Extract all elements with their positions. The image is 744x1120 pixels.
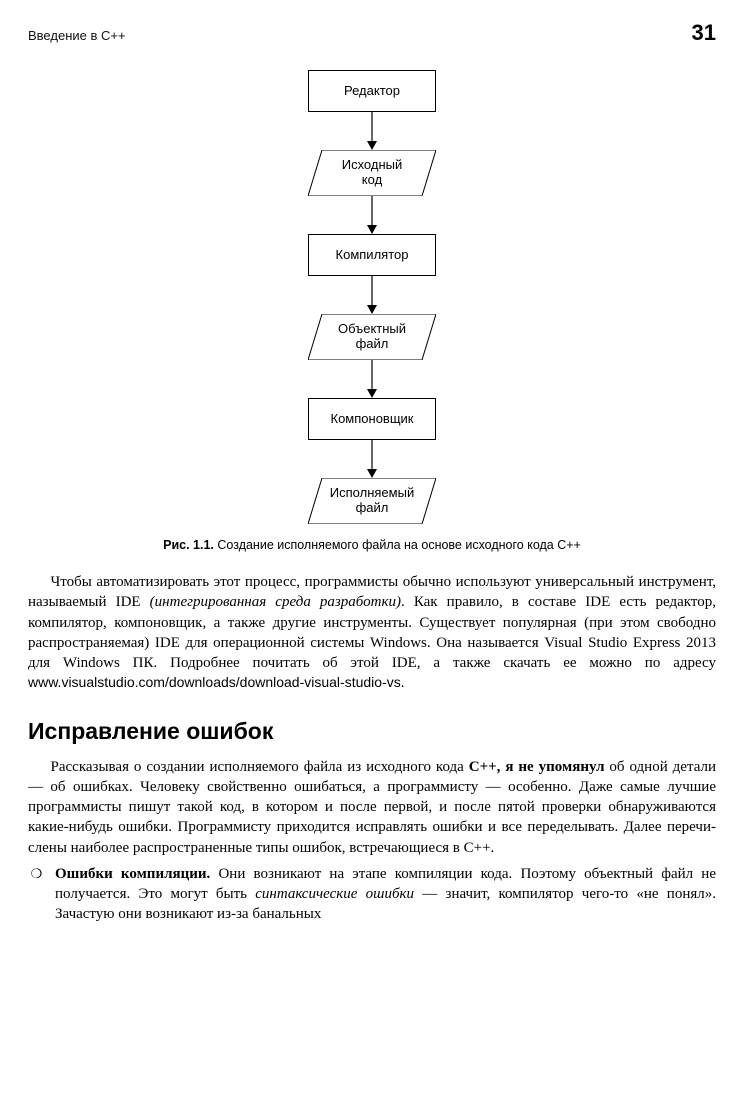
text: Рассказывая о создании исполняемого файл…	[51, 759, 469, 775]
flowchart-node-label: Объектныйфайл	[308, 314, 436, 360]
flowchart-parallelogram-node: Исполняемыйфайл	[308, 478, 436, 524]
figure-caption: Рис. 1.1. Создание исполняемого файла на…	[28, 538, 716, 552]
section-heading: Исправление ошибок	[28, 718, 716, 745]
flowchart-arrow-icon	[365, 112, 379, 150]
text-italic: (интегрированная среда разработки)	[150, 594, 401, 610]
page-header: Введение в C++ 31	[28, 20, 716, 46]
caption-prefix: Рис. 1.1.	[163, 538, 214, 552]
text-bold: C++, я не упомя­нул	[469, 759, 605, 775]
flowchart-arrow-icon	[365, 440, 379, 478]
page-number: 31	[692, 20, 716, 46]
flowchart-arrow-icon	[365, 276, 379, 314]
text-italic: синтаксические ошибки	[255, 886, 414, 902]
flowchart-node-label: Исполняемыйфайл	[308, 478, 436, 524]
flowchart-parallelogram-node: Исходныйкод	[308, 150, 436, 196]
flowchart-arrow-icon	[365, 360, 379, 398]
caption-text: Создание исполняемого файла на основе ис…	[214, 538, 581, 552]
running-head: Введение в C++	[28, 28, 126, 43]
flowchart-parallelogram-node: Объектныйфайл	[308, 314, 436, 360]
paragraph-ide: Чтобы автоматизировать этот процесс, про…	[28, 572, 716, 694]
flowchart-arrow-icon	[365, 196, 379, 234]
bullet-marker-icon: ❍	[31, 865, 43, 883]
page-container: Введение в C++ 31 Редактор Исходныйкод Ком…	[0, 0, 744, 925]
flowchart: Редактор Исходныйкод Компилятор Объектныйфа…	[28, 70, 716, 524]
bullet-title: Ошибки компиляции.	[55, 866, 210, 882]
flowchart-rect-node: Компоновщик	[308, 398, 436, 440]
paragraph-errors: Рассказывая о создании исполняемого файл…	[28, 757, 716, 858]
url-text: www.visualstudio.com/downloads/download-…	[28, 674, 401, 690]
flowchart-rect-node: Компилятор	[308, 234, 436, 276]
text: .	[401, 675, 405, 691]
bullet-compile-errors: ❍ Ошибки компиляции. Они возникают на эт…	[28, 864, 716, 925]
flowchart-rect-node: Редактор	[308, 70, 436, 112]
flowchart-node-label: Исходныйкод	[308, 150, 436, 196]
